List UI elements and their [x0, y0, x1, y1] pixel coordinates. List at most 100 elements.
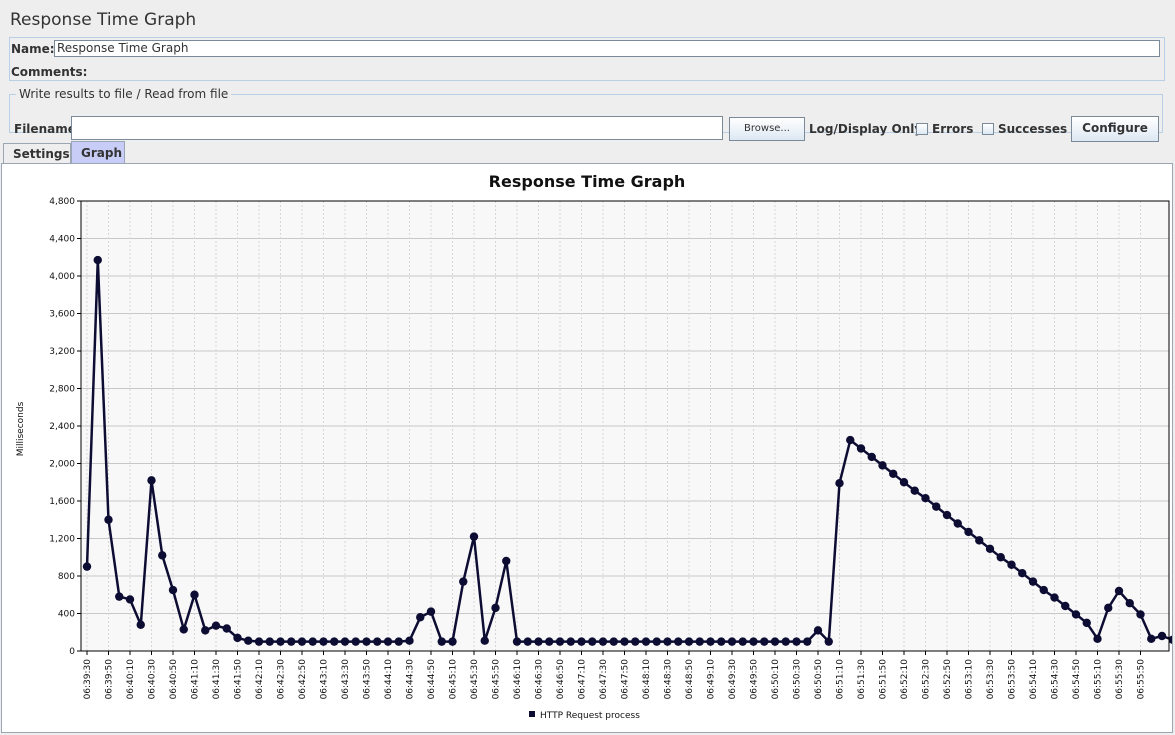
successes-checkbox[interactable] — [982, 123, 994, 135]
data-point — [276, 637, 285, 646]
data-point — [674, 637, 683, 646]
data-point — [781, 637, 790, 646]
write-results-legend: Write results to file / Read from file — [19, 87, 229, 101]
tab-graph[interactable]: Graph — [71, 141, 125, 163]
data-point — [512, 637, 522, 646]
y-tick-label: 4,800 — [49, 197, 75, 207]
data-point — [770, 637, 780, 646]
x-tick-label: 06:54:30 — [1051, 659, 1061, 700]
x-tick-label: 06:45:30 — [470, 659, 480, 700]
data-point — [437, 637, 446, 646]
data-point — [555, 637, 565, 646]
name-label: Name: — [11, 42, 55, 56]
y-tick-label: 4,400 — [49, 235, 75, 245]
data-point — [125, 595, 135, 604]
data-point — [792, 637, 801, 646]
data-point — [631, 637, 640, 646]
x-tick-label: 06:49:30 — [728, 659, 738, 700]
x-tick-label: 06:44:30 — [406, 659, 416, 700]
data-point — [985, 544, 995, 554]
data-point — [1028, 577, 1038, 586]
y-tick-label: 1,200 — [49, 535, 75, 545]
comments-label: Comments: — [11, 65, 88, 79]
data-point — [566, 637, 575, 646]
name-input[interactable]: Response Time Graph — [54, 40, 1160, 57]
errors-checkbox[interactable] — [916, 123, 928, 135]
data-point — [1050, 593, 1059, 602]
data-point — [856, 444, 866, 453]
x-tick-label: 06:46:30 — [535, 659, 545, 700]
write-results-group: Write results to file / Read from file F… — [9, 87, 1163, 142]
errors-label: Errors — [932, 122, 974, 136]
x-tick-label: 06:45:10 — [449, 659, 459, 700]
data-point — [684, 637, 694, 646]
legend-marker — [529, 711, 535, 717]
x-tick-label: 06:54:10 — [1029, 659, 1039, 700]
x-tick-label: 06:45:50 — [492, 659, 502, 700]
data-point — [222, 624, 231, 633]
data-point — [426, 607, 436, 616]
x-tick-label: 06:40:50 — [169, 659, 179, 700]
data-point — [168, 585, 178, 595]
data-point — [1114, 586, 1124, 596]
data-point — [201, 626, 210, 635]
log-display-only-label: Log/Display Only: — [809, 122, 927, 136]
data-point — [1039, 585, 1048, 595]
x-tick-label: 06:55:30 — [1115, 659, 1125, 700]
data-point — [265, 637, 274, 646]
data-point — [921, 493, 930, 503]
data-point — [233, 633, 242, 643]
x-tick-label: 06:53:30 — [986, 659, 996, 700]
data-point — [717, 637, 726, 646]
x-tick-label: 06:41:50 — [234, 659, 244, 700]
data-point — [211, 621, 221, 630]
data-point — [1071, 610, 1081, 619]
data-point — [287, 637, 296, 646]
data-point — [577, 637, 586, 646]
data-point — [878, 461, 887, 470]
data-point — [1136, 610, 1145, 619]
data-point — [362, 637, 371, 646]
data-point — [319, 637, 328, 646]
legend-label: HTTP Request process — [540, 711, 640, 721]
data-point — [459, 577, 468, 586]
x-tick-label: 06:49:50 — [750, 659, 760, 700]
response-time-chart: Response Time Graph Milliseconds 0 400 800… — [16, 172, 1172, 721]
x-tick-label: 06:39:30 — [83, 659, 93, 700]
data-point — [1104, 603, 1113, 613]
x-tick-label: 06:48:10 — [642, 659, 652, 700]
filename-input[interactable] — [71, 116, 723, 140]
x-tick-label: 06:43:30 — [341, 659, 351, 700]
x-tick-label: 06:53:10 — [965, 659, 975, 700]
data-point — [147, 476, 156, 485]
data-point — [641, 637, 651, 646]
successes-label: Successes — [998, 122, 1068, 136]
data-point — [469, 532, 479, 541]
data-point — [93, 255, 102, 265]
data-point — [190, 590, 199, 599]
y-tick-label: 2,400 — [49, 422, 75, 432]
page-title: Response Time Graph — [10, 10, 197, 30]
x-tick-label: 06:39:50 — [105, 659, 115, 700]
data-point — [749, 637, 758, 646]
data-point — [244, 636, 253, 645]
x-tick-label: 06:51:50 — [879, 659, 889, 700]
data-point — [1007, 560, 1016, 569]
x-tick-label: 06:51:10 — [836, 659, 846, 700]
data-point — [448, 637, 457, 646]
data-point — [727, 637, 737, 646]
x-tick-label: 06:48:30 — [664, 659, 674, 700]
y-tick-label: 400 — [58, 610, 75, 620]
x-tick-label: 06:47:50 — [621, 659, 631, 700]
browse-button[interactable]: Browse... — [729, 117, 805, 141]
data-point — [824, 637, 833, 646]
data-point — [502, 556, 511, 566]
data-point — [867, 452, 876, 462]
tab-settings[interactable]: Settings — [3, 143, 71, 163]
data-point — [652, 637, 661, 646]
x-tick-label: 06:47:30 — [599, 659, 609, 700]
configure-button[interactable]: Configure — [1071, 116, 1159, 142]
data-point — [158, 551, 167, 560]
data-point — [1157, 631, 1167, 641]
y-tick-label: 4,000 — [49, 272, 75, 282]
